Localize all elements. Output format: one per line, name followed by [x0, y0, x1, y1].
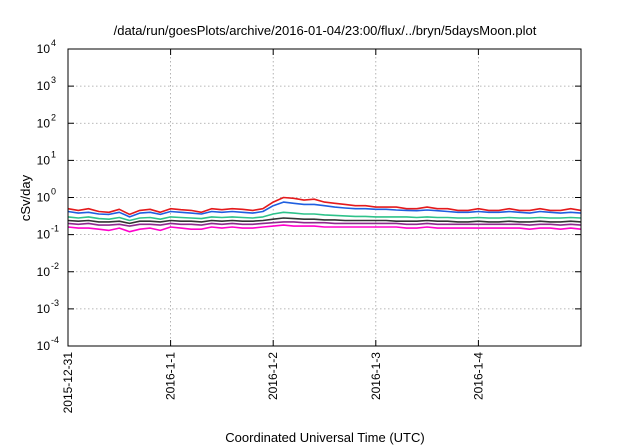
y-tick-exponent: -4 [51, 335, 59, 345]
x-axis-label: Coordinated Universal Time (UTC) [225, 430, 424, 445]
y-tick-label: 10 [37, 302, 51, 316]
x-tick-label: 2016-1-1 [164, 352, 178, 400]
y-tick-label: 10 [37, 79, 51, 93]
y-tick-exponent: -2 [51, 261, 59, 271]
y-tick-label: 10 [37, 116, 51, 130]
y-tick-label: 10 [37, 153, 51, 167]
axis-ticks [67, 48, 581, 347]
series-line-6 [67, 224, 582, 233]
y-tick-exponent: -3 [51, 298, 59, 308]
y-tick-exponent: 2 [51, 112, 56, 122]
y-tick-exponent: 4 [51, 38, 56, 48]
grid [68, 49, 581, 346]
chart-title: /data/run/goesPlots/archive/2016-01-04/2… [114, 23, 537, 38]
y-tick-label: 10 [37, 339, 51, 353]
y-tick-exponent: -1 [51, 224, 59, 234]
x-tick-labels: 2015-12-31 2016-1-1 2016-1-2 2016-1-3 2016-1… [61, 352, 485, 414]
x-tick-label: 2016-1-4 [471, 352, 485, 400]
y-tick-label: 10 [37, 191, 51, 205]
series-line-1 [67, 196, 582, 216]
series-line-4 [67, 217, 582, 225]
series-line-5 [67, 221, 582, 227]
x-tick-label: 2015-12-31 [61, 352, 75, 414]
x-tick-label: 2016-1-2 [266, 352, 280, 400]
x-tick-label: 2016-1-3 [369, 352, 383, 400]
y-tick-exponent: 0 [51, 187, 56, 197]
series-line-3 [67, 211, 582, 222]
y-tick-exponent: 1 [51, 149, 56, 159]
y-tick-label: 10 [37, 228, 51, 242]
y-tick-label: 10 [37, 42, 51, 56]
y-tick-label: 10 [37, 265, 51, 279]
y-tick-exponent: 3 [51, 75, 56, 85]
series-layer [67, 196, 582, 233]
y-axis-label: cSv/day [18, 174, 33, 221]
series-line-2 [67, 201, 582, 218]
